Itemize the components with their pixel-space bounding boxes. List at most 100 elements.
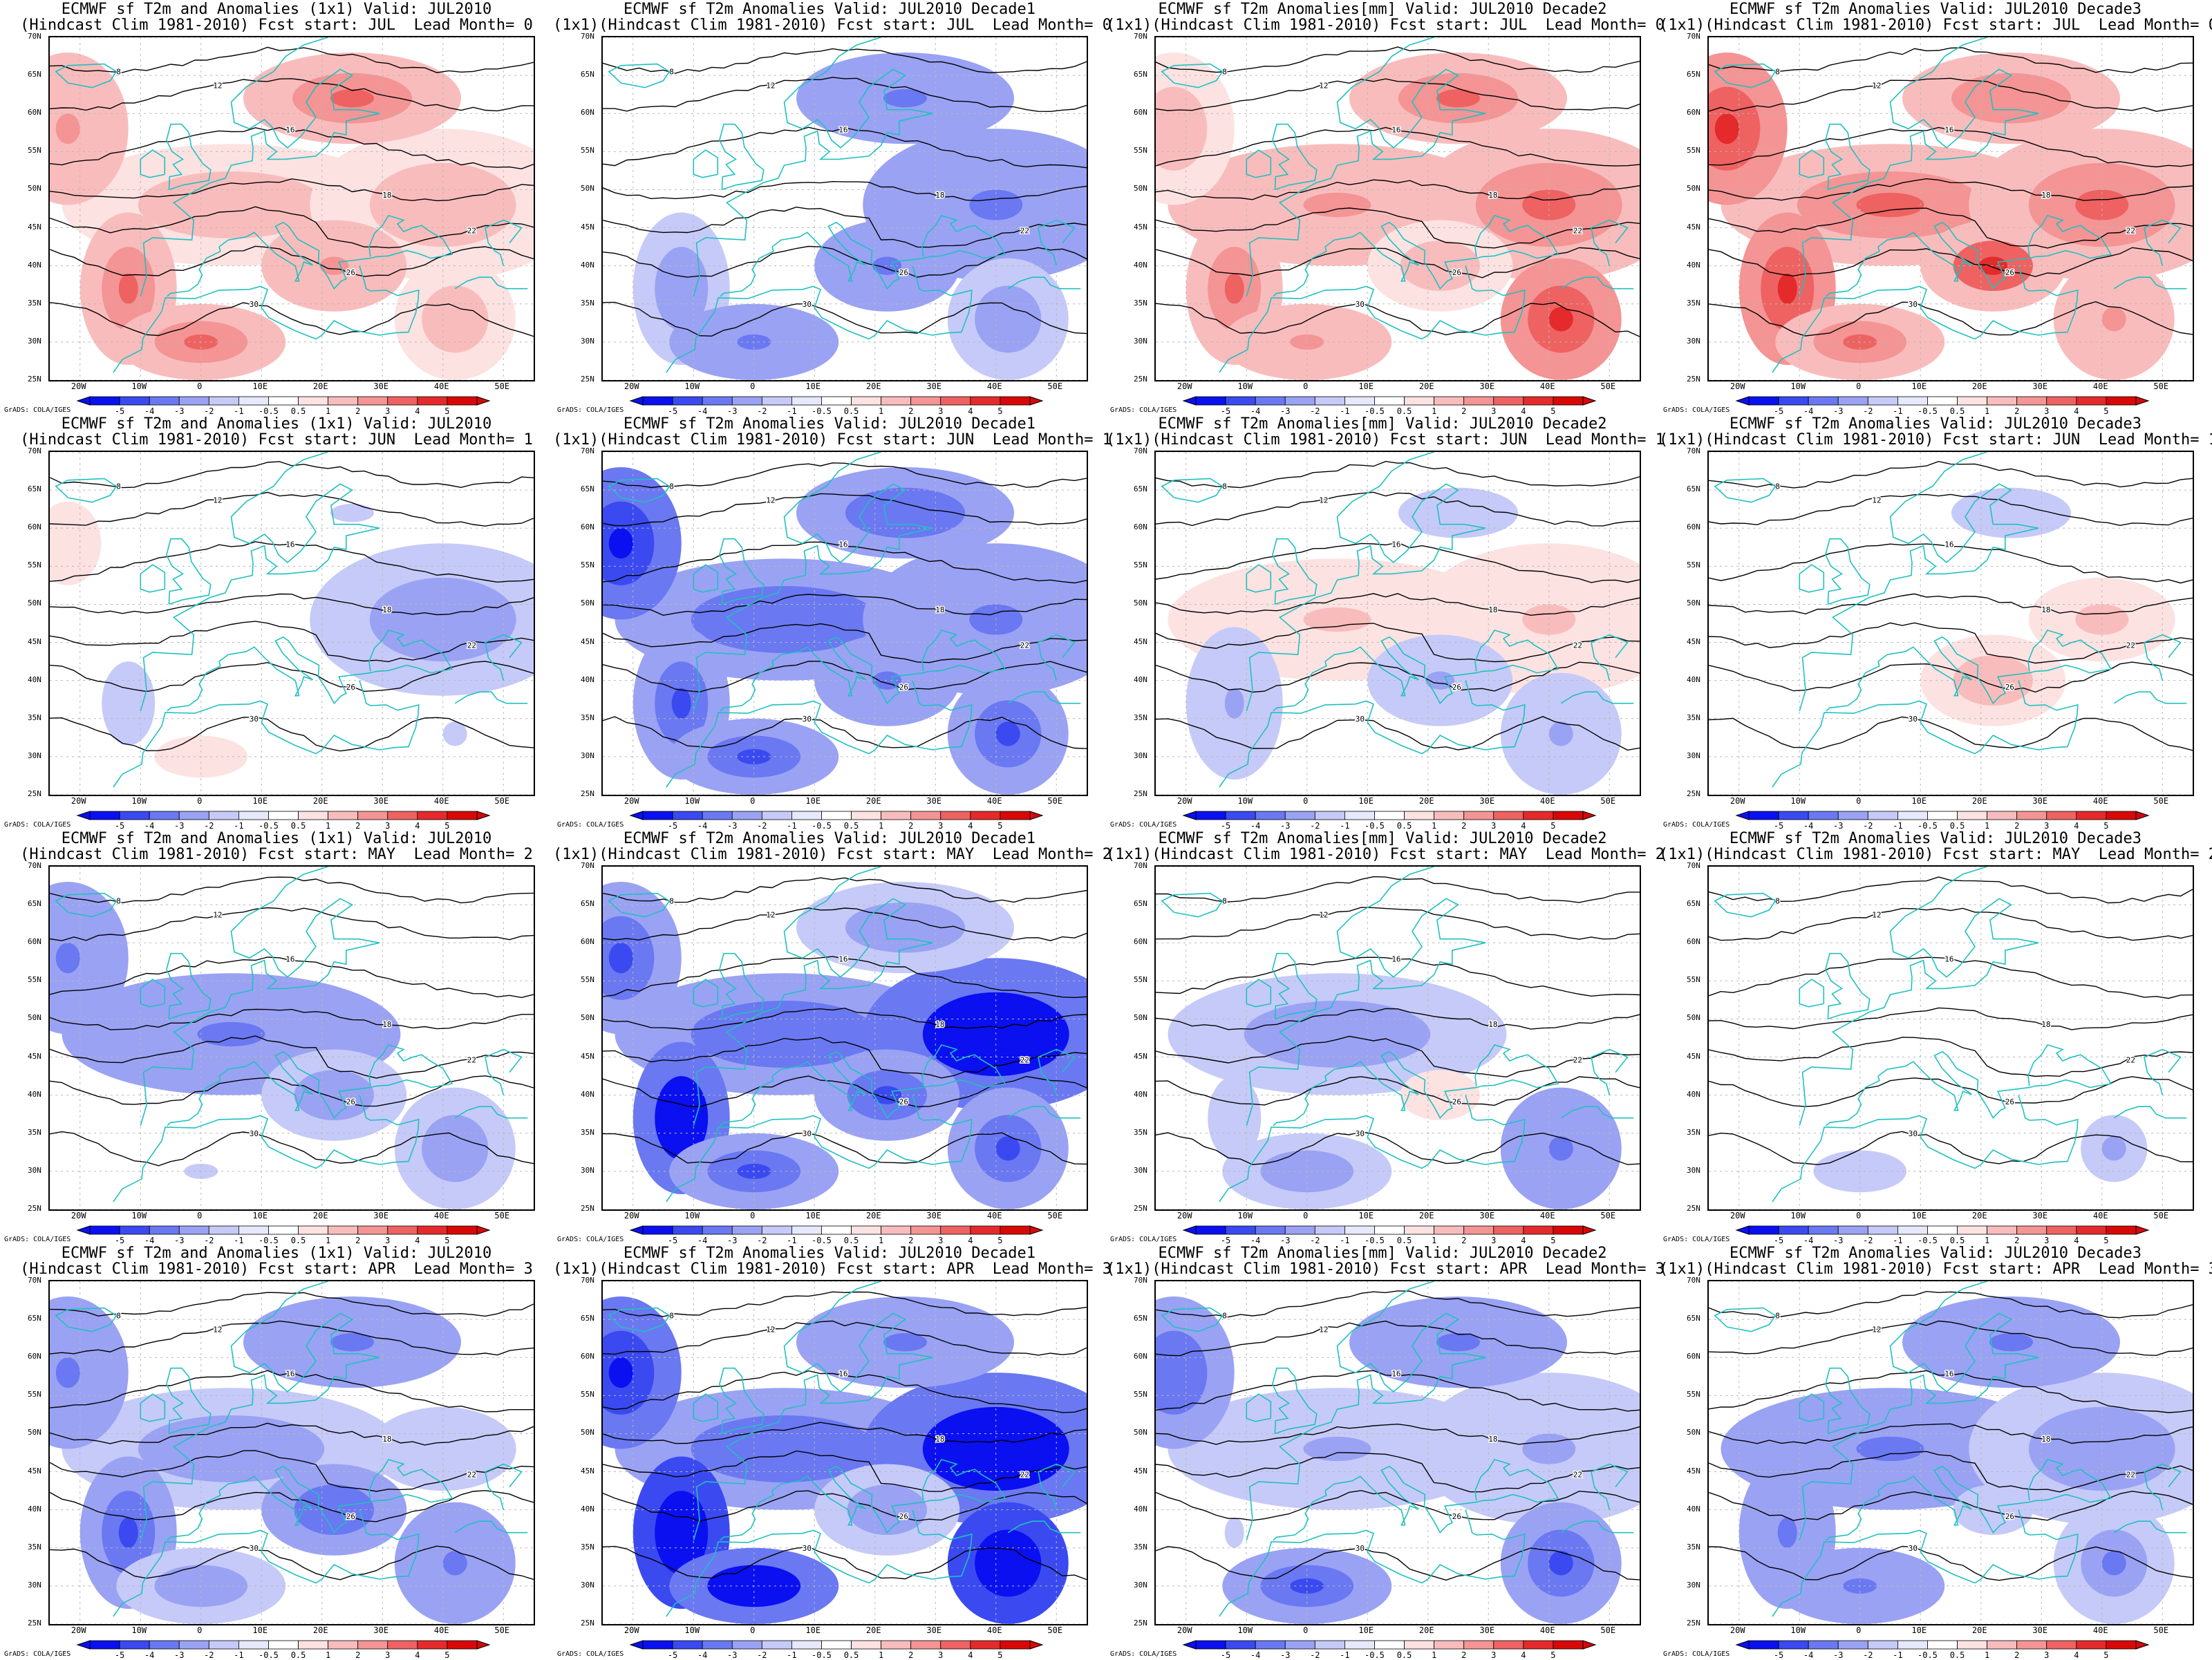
- coastline: [1799, 1393, 1825, 1422]
- panel-subtitle: (Hindcast Clim 1981-2010) Fcst start: JU…: [20, 17, 533, 34]
- temperature-contour: [603, 126, 1087, 169]
- colorbar-label: 1: [325, 406, 331, 416]
- colorbar: [1182, 396, 1597, 406]
- forecast-panel: ECMWF sf T2m Anomalies[mm] Valid: JUL201…: [1106, 0, 1665, 416]
- coastline: [218, 214, 453, 290]
- coastline: [113, 1095, 420, 1202]
- colorbar-swatch: [1778, 396, 1809, 406]
- colorbar: [1182, 1225, 1597, 1235]
- longitude-label: 50E: [1600, 381, 1616, 391]
- temperature-contour: [1156, 1546, 1640, 1581]
- longitude-label: 0: [1303, 1211, 1309, 1220]
- longitude-label: 20E: [1971, 796, 1987, 806]
- colorbar-label: 5: [1550, 1236, 1556, 1245]
- forecast-panel: ECMWF sf T2m Anomalies[mm] Valid: JUL201…: [1106, 829, 1665, 1245]
- latitude-label: 65N: [1687, 899, 1700, 909]
- coastline: [719, 952, 765, 1020]
- temperature-contour: [50, 126, 534, 170]
- colorbar-label: -1: [1340, 1236, 1350, 1245]
- latitude-label: 40N: [581, 1089, 594, 1099]
- anomaly-area: [1224, 688, 1244, 719]
- colorbar-arrow: [1029, 396, 1044, 406]
- colorbar-swatch: [1374, 396, 1405, 406]
- colorbar-swatch: [417, 811, 448, 820]
- colorbar-swatch: [1434, 396, 1465, 406]
- contour-label: 8: [669, 482, 674, 491]
- anomaly-area: [608, 528, 633, 559]
- latitude-label: 25N: [1687, 375, 1700, 384]
- latitude-label: 30N: [1134, 1580, 1147, 1590]
- coastline: [1591, 1048, 1629, 1095]
- coastline: [1038, 1048, 1076, 1095]
- colorbar-label: 5: [444, 1236, 450, 1245]
- temperature-contour: [1709, 1037, 2193, 1077]
- colorbar-label: 0.5: [1396, 406, 1412, 416]
- coastline: [1007, 1106, 1081, 1119]
- colorbar-label: 4: [1521, 406, 1526, 416]
- colorbar-swatch: [328, 1640, 359, 1650]
- colorbar-label: -4: [1803, 406, 1814, 416]
- coastline: [693, 867, 933, 1126]
- longitude-label: 40E: [2092, 1211, 2108, 1220]
- colorbar-swatch: [238, 1225, 269, 1235]
- latitude-label: 55N: [1687, 975, 1700, 985]
- longitude-label: 40E: [986, 796, 1002, 806]
- colorbar-swatch: [1314, 1225, 1345, 1235]
- colorbar-label: 1: [1431, 821, 1437, 831]
- colorbar-label: 2: [1461, 1650, 1467, 1660]
- colorbar-label: 4: [1521, 821, 1526, 831]
- coastline: [1038, 634, 1076, 681]
- temperature-contour: [603, 541, 1087, 584]
- colorbar-label: -2: [1863, 406, 1873, 416]
- longitude-label: 30E: [373, 1625, 389, 1635]
- colorbar-label: 0.5: [290, 1650, 306, 1660]
- forecast-panel: ECMWF sf T2m Anomalies Valid: JUL2010 De…: [1659, 829, 2212, 1245]
- colorbar-label: -2: [1310, 1650, 1320, 1660]
- coastline: [1161, 1307, 1224, 1332]
- longitude-label: 10W: [684, 1211, 700, 1220]
- colorbar-arrow: [1735, 1225, 1750, 1235]
- longitude-label: 20E: [865, 1211, 881, 1220]
- colorbar-swatch: [1255, 1225, 1286, 1235]
- colorbar-label: 1: [878, 1650, 884, 1660]
- temperature-contour: [1156, 1035, 1640, 1078]
- coastline: [1161, 478, 1224, 503]
- longitude-label: 10E: [252, 796, 268, 806]
- longitude-label: 50E: [2153, 1625, 2169, 1635]
- latitude-label: 35N: [28, 713, 41, 722]
- panel-title: ECMWF sf T2m Anomalies Valid: JUL2010 De…: [1729, 1, 2142, 18]
- colorbar-label: -3: [174, 821, 185, 831]
- colorbar-label: -4: [1250, 406, 1261, 416]
- temperature-contour: [1709, 876, 2193, 904]
- colorbar-swatch: [387, 1225, 418, 1235]
- contour-label: 30: [1909, 1544, 1918, 1553]
- latitude-label: 25N: [1134, 1619, 1147, 1628]
- longitude-label: 50E: [1600, 1625, 1616, 1635]
- contour-label: 30: [250, 300, 259, 309]
- coastline: [2144, 1048, 2182, 1095]
- colorbar-swatch: [2016, 1640, 2047, 1650]
- temperature-contour: [603, 907, 1087, 941]
- longitude-label: 20E: [1418, 796, 1434, 806]
- anomaly-area: [1856, 192, 1924, 218]
- colorbar-swatch: [1255, 811, 1286, 820]
- contour-label: 12: [1319, 496, 1328, 505]
- coastline: [167, 246, 221, 297]
- anomaly-area: [750, 607, 818, 632]
- latitude-label: 45N: [28, 1051, 41, 1061]
- longitude-label: 30E: [926, 1211, 942, 1220]
- latitude-label: 50N: [1687, 598, 1700, 608]
- longitude-label: 10E: [1358, 1625, 1374, 1635]
- longitude-label: 50E: [1600, 1211, 1616, 1220]
- colorbar-label: 2: [2014, 406, 2020, 416]
- colorbar: [629, 811, 1044, 820]
- longitude-label: 40E: [986, 1211, 1002, 1220]
- latitude-label: 35N: [28, 1127, 41, 1137]
- colorbar-label: -3: [727, 406, 738, 416]
- coastline: [1273, 1075, 1327, 1126]
- colorbar-label: -5: [667, 406, 678, 416]
- anomaly-area: [2101, 1551, 2126, 1576]
- latitude-label: 60N: [1687, 1352, 1700, 1361]
- temperature-contour: [603, 1450, 1087, 1492]
